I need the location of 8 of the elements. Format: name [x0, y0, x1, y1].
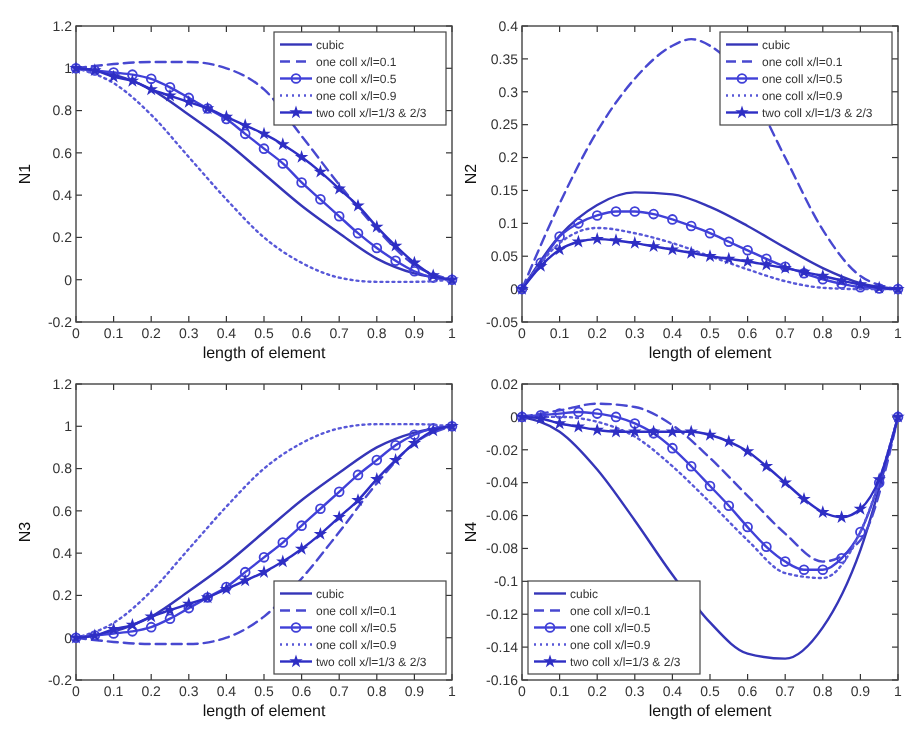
y-axis-title: N4: [462, 520, 480, 543]
x-axis-title: length of element: [648, 702, 773, 720]
y-axis-title: N1: [16, 162, 34, 185]
x-axis-title: length of element: [648, 344, 773, 362]
x-axis-title: length of element: [202, 344, 327, 362]
x-axis-title: length of element: [202, 702, 327, 720]
y-axis-title: N2: [462, 162, 480, 185]
y-axis-title: N3: [16, 520, 34, 543]
